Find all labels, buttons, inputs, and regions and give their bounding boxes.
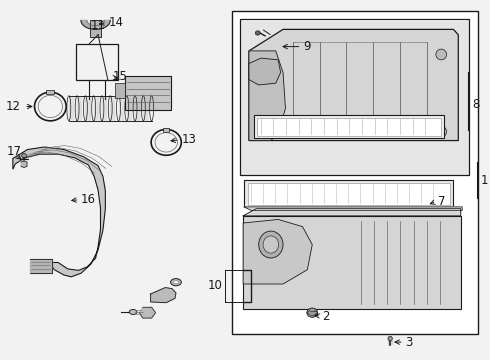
Polygon shape bbox=[30, 259, 52, 273]
Ellipse shape bbox=[436, 49, 446, 60]
Bar bbox=[254, 116, 443, 138]
Text: 7: 7 bbox=[438, 195, 445, 208]
Text: 1: 1 bbox=[480, 174, 488, 186]
Bar bbox=[115, 83, 125, 98]
Bar bbox=[76, 44, 118, 80]
Polygon shape bbox=[244, 207, 462, 211]
Ellipse shape bbox=[307, 308, 318, 318]
Bar bbox=[163, 128, 169, 132]
Text: 12: 12 bbox=[6, 100, 21, 113]
Bar bbox=[125, 76, 171, 110]
Polygon shape bbox=[243, 220, 312, 284]
Polygon shape bbox=[140, 307, 155, 318]
Text: 16: 16 bbox=[81, 193, 96, 206]
Polygon shape bbox=[81, 21, 110, 30]
Text: 15: 15 bbox=[113, 69, 128, 82]
Bar bbox=[240, 19, 469, 175]
Ellipse shape bbox=[388, 336, 392, 341]
Polygon shape bbox=[249, 58, 281, 85]
Ellipse shape bbox=[129, 310, 137, 315]
Bar bbox=[243, 21, 466, 173]
Bar bbox=[243, 216, 461, 309]
Text: 2: 2 bbox=[322, 310, 330, 323]
Ellipse shape bbox=[259, 231, 283, 258]
Bar bbox=[244, 180, 453, 207]
Text: 3: 3 bbox=[405, 336, 413, 348]
Ellipse shape bbox=[255, 31, 260, 35]
Bar bbox=[232, 12, 478, 334]
Text: 10: 10 bbox=[207, 279, 222, 292]
Text: 9: 9 bbox=[303, 40, 311, 53]
Ellipse shape bbox=[263, 236, 279, 253]
Ellipse shape bbox=[436, 126, 446, 137]
Bar bbox=[247, 183, 450, 205]
Ellipse shape bbox=[171, 279, 181, 286]
Bar bbox=[90, 21, 101, 37]
Ellipse shape bbox=[173, 280, 178, 284]
Text: 17: 17 bbox=[6, 145, 22, 158]
Bar bbox=[47, 90, 54, 94]
Text: 11: 11 bbox=[91, 19, 105, 32]
Polygon shape bbox=[243, 209, 461, 216]
Polygon shape bbox=[249, 30, 458, 140]
Polygon shape bbox=[150, 288, 176, 303]
Text: 13: 13 bbox=[181, 133, 196, 146]
Polygon shape bbox=[21, 161, 27, 167]
Polygon shape bbox=[13, 147, 105, 277]
Bar bbox=[257, 118, 441, 135]
Ellipse shape bbox=[22, 153, 26, 158]
Text: 8: 8 bbox=[472, 98, 479, 111]
Text: 14: 14 bbox=[108, 16, 123, 29]
Polygon shape bbox=[249, 51, 286, 140]
